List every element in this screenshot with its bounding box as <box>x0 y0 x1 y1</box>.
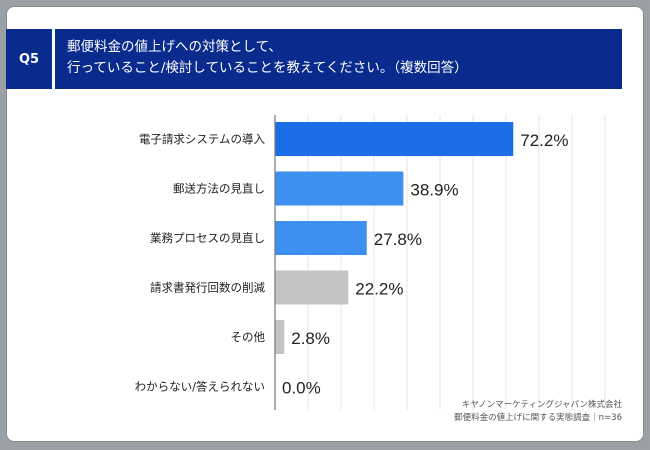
credit-survey: 郵便料金の値上げに関する実態調査｜n=36 <box>454 413 622 423</box>
bar <box>275 270 349 305</box>
value-label: 38.9% <box>410 181 458 200</box>
bar <box>275 320 285 354</box>
category-label: わからない/答えられない <box>135 380 265 394</box>
category-label: 請求書発行回数の削減 <box>150 281 265 295</box>
bar <box>275 171 404 206</box>
question-title: 郵便料金の値上げへの対策として、 行っていること/検討していることを教えてくださ… <box>55 29 622 89</box>
category-label: 郵送方法の見直し <box>173 182 265 196</box>
bar <box>275 221 367 255</box>
bar <box>275 122 514 156</box>
category-label: 電子請求システムの導入 <box>139 132 266 146</box>
source-credit: キヤノンマーケティングジャパン株式会社 郵便料金の値上げに関する実態調査｜n=3… <box>454 399 622 425</box>
value-label: 0.0% <box>282 379 321 398</box>
question-title-line2: 行っていること/検討していることを教えてください。（複数回答） <box>67 60 468 76</box>
value-label: 2.8% <box>291 329 330 348</box>
value-label: 72.2% <box>520 131 568 150</box>
value-label: 22.2% <box>355 280 403 299</box>
value-label: 27.8% <box>374 230 422 249</box>
category-label: その他 <box>231 330 266 344</box>
question-badge: Q5 <box>6 29 52 89</box>
credit-company: キヤノンマーケティングジャパン株式会社 <box>461 400 622 410</box>
category-label: 業務プロセスの見直し <box>150 231 265 245</box>
question-title-line1: 郵便料金の値上げへの対策として、 <box>67 39 282 55</box>
